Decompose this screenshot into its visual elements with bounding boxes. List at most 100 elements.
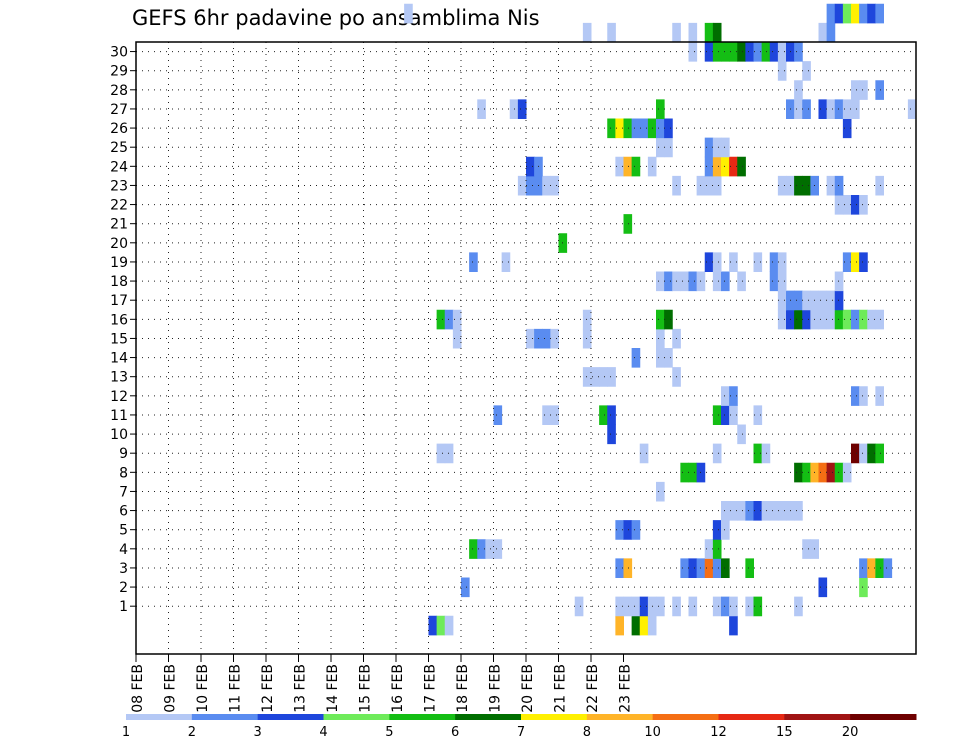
heatmap-cell (859, 309, 868, 330)
heatmap-cell (517, 99, 527, 119)
heatmap-cell (656, 328, 665, 349)
heatmap-cell (842, 118, 852, 139)
heatmap-cell (582, 328, 592, 349)
heatmap-cell (729, 405, 738, 425)
heatmap-cell (680, 558, 689, 578)
heatmap-cell (647, 615, 657, 636)
heatmap-cell (875, 558, 884, 578)
heatmap-cell (656, 481, 665, 502)
heatmap-cell (688, 462, 698, 483)
heatmap-cell (826, 462, 836, 483)
heatmap-cell (842, 462, 852, 483)
heatmap-cells (404, 3, 917, 636)
heatmap-cell (737, 424, 746, 445)
y-tick-label: 21 (110, 217, 128, 233)
x-tick-label: 19 FEB (488, 664, 504, 713)
heatmap-cell (656, 309, 665, 330)
heatmap-cell (753, 443, 763, 464)
heatmap-cell (623, 118, 633, 139)
legend-swatch (652, 714, 719, 720)
heatmap-cell (875, 80, 884, 100)
heatmap-cell (834, 99, 844, 119)
heatmap-cell (777, 42, 787, 62)
legend-label: 2 (188, 725, 196, 740)
heatmap-cell (615, 596, 624, 617)
heatmap-cell (842, 252, 852, 272)
y-tick-label: 3 (119, 561, 128, 577)
heatmap-cell (794, 175, 803, 196)
heatmap-cell (753, 252, 763, 272)
heatmap-cell (875, 175, 884, 196)
heatmap-cell (656, 596, 665, 617)
heatmap-cell (842, 99, 852, 119)
heatmap-cell (704, 137, 714, 158)
heatmap-cell (721, 596, 730, 617)
heatmap-cell (631, 596, 641, 617)
heatmap-cell (834, 290, 844, 311)
heatmap-cell (631, 615, 641, 636)
heatmap-cell (550, 175, 559, 196)
heatmap-cell (851, 80, 860, 100)
heatmap-cell (436, 615, 446, 636)
heatmap-cell (639, 443, 649, 464)
heatmap-cell (704, 175, 714, 196)
heatmap-cell (794, 462, 803, 483)
heatmap-cell (526, 156, 535, 177)
heatmap-cell (777, 252, 787, 272)
heatmap-cell (615, 156, 624, 177)
heatmap-cell (859, 386, 868, 406)
y-tick-label: 11 (110, 408, 128, 424)
heatmap-cell (761, 443, 771, 464)
heatmap-cell (493, 539, 503, 559)
heatmap-cell (753, 596, 763, 617)
y-tick-label: 24 (110, 159, 128, 175)
heatmap-cell (452, 309, 462, 330)
heatmap-cell (794, 80, 803, 100)
y-tick-label: 23 (110, 178, 128, 194)
heatmap-cell (493, 405, 503, 425)
heatmap-cell (753, 405, 763, 425)
heatmap-cell (615, 118, 624, 139)
heatmap-cell (712, 42, 722, 62)
heatmap-cell (851, 3, 860, 24)
heatmap-cell (704, 22, 714, 43)
heatmap-cell (753, 42, 763, 62)
heatmap-cell (444, 615, 454, 636)
heatmap-cell (802, 309, 811, 330)
heatmap-cell (639, 615, 649, 636)
heatmap-cell (883, 558, 893, 578)
heatmap-cell (712, 596, 722, 617)
x-tick-label: 18 FEB (455, 664, 471, 713)
heatmap-cell (688, 42, 698, 62)
heatmap-cell (867, 3, 876, 24)
legend-swatch (323, 714, 390, 720)
heatmap-cell (615, 558, 624, 578)
heatmap-cell (721, 42, 730, 62)
heatmap-cell (672, 22, 681, 43)
y-tick-label: 17 (110, 293, 128, 309)
y-tick-label: 19 (110, 255, 128, 271)
heatmap-cell (851, 443, 860, 464)
x-tick-label: 21 FEB (553, 664, 569, 713)
heatmap-cell (623, 214, 633, 234)
heatmap-cell (867, 443, 876, 464)
heatmap-cell (794, 501, 803, 521)
y-tick-label: 2 (119, 580, 128, 596)
x-tick-label: 17 FEB (423, 664, 439, 713)
heatmap-cell (623, 596, 633, 617)
heatmap-cell (444, 443, 454, 464)
heatmap-cell (818, 99, 828, 119)
heatmap-cell (834, 195, 844, 215)
y-tick-label: 26 (110, 121, 128, 137)
heatmap-cell (712, 520, 722, 540)
heatmap-cell (794, 309, 803, 330)
heatmap-cell (688, 22, 698, 43)
heatmap-cell (794, 596, 803, 617)
legend-swatch (784, 714, 851, 720)
heatmap-cell (859, 252, 868, 272)
heatmap-cell (664, 137, 673, 158)
legend-swatch (257, 714, 324, 720)
x-tick-label: 14 FEB (325, 664, 341, 713)
y-tick-label: 16 (110, 312, 128, 328)
x-tick-label: 16 FEB (390, 664, 406, 713)
